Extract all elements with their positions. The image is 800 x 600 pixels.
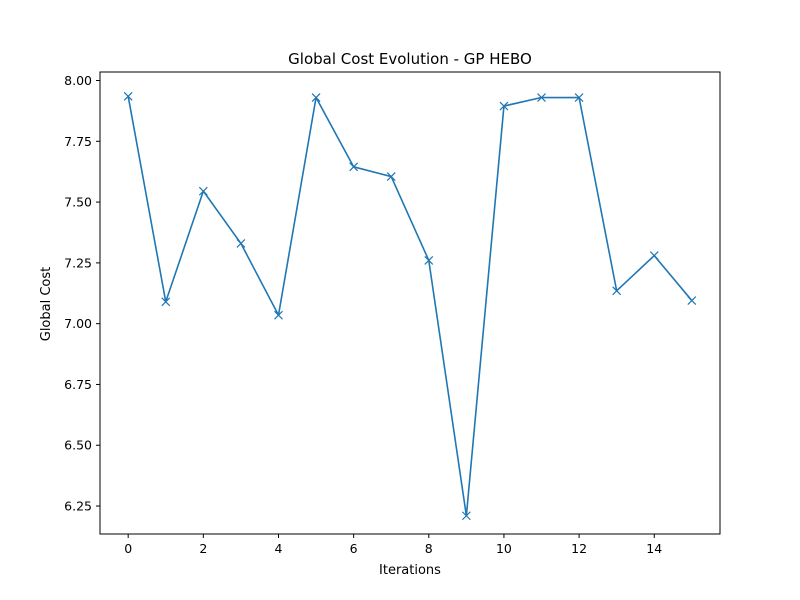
plot-frame (99, 71, 721, 535)
data-point-marker (198, 186, 208, 196)
data-point-marker (461, 511, 471, 521)
data-point-marker (687, 296, 697, 305)
y-tick-label: 7.25 (64, 255, 92, 270)
y-tick-label: 6.50 (64, 438, 92, 453)
data-point-marker (649, 251, 659, 261)
data-point-marker (274, 310, 283, 320)
data-point-marker (499, 101, 509, 111)
x-tick-label: 14 (646, 541, 662, 556)
x-tick-label: 2 (199, 541, 207, 556)
y-tick-label: 6.25 (64, 499, 92, 514)
data-point-marker (349, 162, 359, 172)
data-point-marker (311, 93, 321, 102)
x-tick-label: 12 (571, 541, 587, 556)
data-point-marker (236, 239, 246, 248)
x-tick-label: 6 (350, 541, 358, 556)
x-tick-label: 0 (124, 541, 132, 556)
data-series (123, 91, 697, 521)
y-tick-label: 7.50 (64, 195, 92, 210)
y-tick-label: 8.00 (64, 73, 92, 88)
data-point-marker (537, 93, 546, 102)
series-line (127, 96, 693, 517)
data-point-marker (612, 286, 622, 296)
data-point-marker (574, 93, 584, 102)
data-point-marker (386, 172, 396, 181)
x-axis-label: Iterations (379, 563, 441, 578)
data-point-marker (424, 256, 434, 265)
y-tick-label: 7.75 (64, 134, 92, 149)
x-tick-label: 8 (425, 541, 433, 556)
x-tick-label: 10 (496, 541, 512, 556)
data-point-marker (161, 297, 171, 307)
y-tick-label: 6.75 (64, 377, 92, 392)
y-tick-label: 7.00 (64, 316, 92, 331)
x-tick-label: 4 (275, 541, 283, 556)
y-axis-label: Global Cost (39, 267, 54, 342)
chart-title: Global Cost Evolution - GP HEBO (288, 50, 532, 68)
axis-ticks: 0 2 4 6 8 10 12 14 6.25 6.50 6.75 7.00 7.25 7.50 7.75 8… (64, 73, 662, 556)
data-point-marker (123, 91, 133, 101)
